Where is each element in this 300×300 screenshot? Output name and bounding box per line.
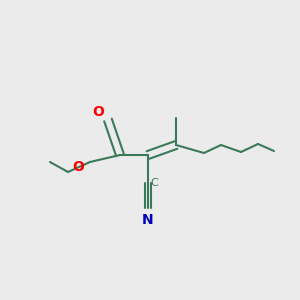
Text: O: O <box>92 105 104 119</box>
Text: C: C <box>150 178 158 188</box>
Text: N: N <box>142 213 154 227</box>
Text: O: O <box>72 160 84 174</box>
